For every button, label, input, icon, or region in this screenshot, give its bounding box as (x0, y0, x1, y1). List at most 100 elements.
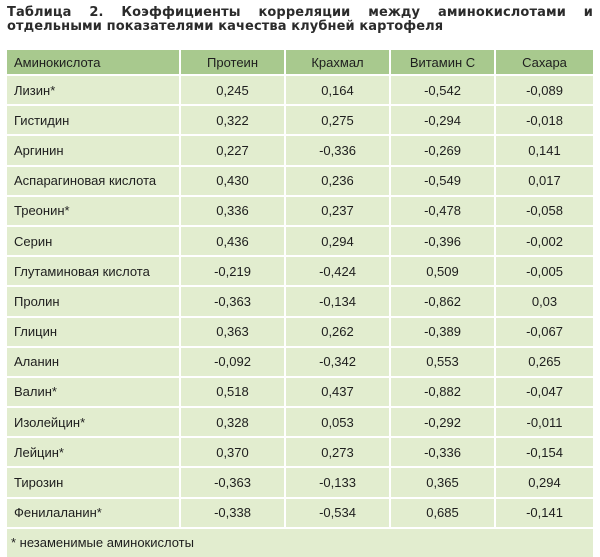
amino-acid-name-cell: Гистидин (7, 105, 181, 137)
starch-value-cell: 0,237 (285, 195, 391, 227)
starch-value-cell: 0,275 (285, 105, 391, 137)
protein-value-cell: -0,092 (180, 346, 286, 378)
document: Таблица 2. Коэффициенты корреляции между… (7, 5, 593, 557)
vitamin-c-value-cell: -0,549 (390, 165, 496, 197)
table-row: Валин* 0,518 0,437 -0,882 -0,047 (7, 376, 593, 409)
table-row: Гистидин 0,322 0,275 -0,294 -0,018 (7, 105, 593, 137)
amino-acid-name-cell: Пролин (7, 286, 181, 318)
amino-acid-name-cell: Аргинин (7, 135, 181, 167)
protein-value-cell: 0,436 (180, 225, 286, 258)
sugars-value-cell: -0,047 (495, 376, 593, 409)
column-header-amino-acid: Аминокислота (7, 50, 181, 76)
sugars-value-cell: -0,011 (495, 407, 593, 439)
table-row: Аланин -0,092 -0,342 0,553 0,265 (7, 346, 593, 378)
amino-acid-name-cell: Тирозин (7, 467, 181, 499)
amino-acid-name-cell: Валин* (7, 376, 181, 409)
vitamin-c-value-cell: 0,509 (390, 256, 496, 288)
protein-value-cell: 0,363 (180, 316, 286, 348)
protein-value-cell: -0,338 (180, 497, 286, 529)
table-row: Изолейцин* 0,328 0,053 -0,292 -0,011 (7, 407, 593, 439)
sugars-value-cell: -0,058 (495, 195, 593, 227)
amino-acid-name-cell: Аспарагиновая кислота (7, 165, 181, 197)
starch-value-cell: 0,273 (285, 437, 391, 469)
starch-value-cell: 0,437 (285, 376, 391, 409)
vitamin-c-value-cell: 0,553 (390, 346, 496, 378)
starch-value-cell: -0,336 (285, 135, 391, 167)
table-caption: Таблица 2. Коэффициенты корреляции между… (7, 5, 593, 34)
sugars-value-cell: -0,141 (495, 497, 593, 529)
column-header-protein: Протеин (180, 50, 286, 76)
amino-acid-name-cell: Лизин* (7, 75, 181, 107)
sugars-value-cell: -0,005 (495, 256, 593, 288)
table-row: Фенилаланин* -0,338 -0,534 0,685 -0,141 (7, 497, 593, 529)
table-footnote: * незаменимые аминокислоты (7, 528, 593, 557)
protein-value-cell: 0,322 (180, 105, 286, 137)
sugars-value-cell: 0,141 (495, 135, 593, 167)
protein-value-cell: -0,363 (180, 467, 286, 499)
vitamin-c-value-cell: -0,882 (390, 376, 496, 409)
table-row: Серин 0,436 0,294 -0,396 -0,002 (7, 225, 593, 258)
protein-value-cell: 0,336 (180, 195, 286, 227)
sugars-value-cell: 0,265 (495, 346, 593, 378)
starch-value-cell: -0,134 (285, 286, 391, 318)
starch-value-cell: 0,294 (285, 225, 391, 258)
starch-value-cell: -0,424 (285, 256, 391, 288)
table-row: Тирозин -0,363 -0,133 0,365 0,294 (7, 467, 593, 499)
starch-value-cell: -0,133 (285, 467, 391, 499)
protein-value-cell: 0,328 (180, 407, 286, 439)
sugars-value-cell: -0,067 (495, 316, 593, 348)
vitamin-c-value-cell: -0,336 (390, 437, 496, 469)
amino-acid-name-cell: Фенилаланин* (7, 497, 181, 529)
table-row: Глицин 0,363 0,262 -0,389 -0,067 (7, 316, 593, 348)
amino-acid-name-cell: Аланин (7, 346, 181, 378)
amino-acid-name-cell: Глутаминовая кислота (7, 256, 181, 288)
vitamin-c-value-cell: -0,294 (390, 105, 496, 137)
column-header-sugars: Сахара (495, 50, 593, 76)
table-row: Лейцин* 0,370 0,273 -0,336 -0,154 (7, 437, 593, 469)
sugars-value-cell: -0,089 (495, 75, 593, 107)
sugars-value-cell: -0,154 (495, 437, 593, 469)
column-header-vitamin-c: Витамин С (390, 50, 496, 76)
protein-value-cell: -0,219 (180, 256, 286, 288)
protein-value-cell: 0,518 (180, 376, 286, 409)
table-header-row: Аминокислота Протеин Крахмал Витамин С С… (7, 50, 593, 76)
starch-value-cell: -0,342 (285, 346, 391, 378)
table-row: Аспарагиновая кислота 0,430 0,236 -0,549 0,0… (7, 165, 593, 197)
sugars-value-cell: 0,03 (495, 286, 593, 318)
vitamin-c-value-cell: -0,269 (390, 135, 496, 167)
starch-value-cell: 0,164 (285, 75, 391, 107)
protein-value-cell: -0,363 (180, 286, 286, 318)
protein-value-cell: 0,227 (180, 135, 286, 167)
amino-acid-name-cell: Серин (7, 225, 181, 258)
vitamin-c-value-cell: -0,862 (390, 286, 496, 318)
amino-acid-name-cell: Лейцин* (7, 437, 181, 469)
starch-value-cell: 0,236 (285, 165, 391, 197)
starch-value-cell: -0,534 (285, 497, 391, 529)
table-row: Пролин -0,363 -0,134 -0,862 0,03 (7, 286, 593, 318)
column-header-starch: Крахмал (285, 50, 391, 76)
vitamin-c-value-cell: -0,389 (390, 316, 496, 348)
amino-acid-name-cell: Треонин* (7, 195, 181, 227)
sugars-value-cell: -0,002 (495, 225, 593, 258)
vitamin-c-value-cell: -0,542 (390, 75, 496, 107)
table-row: Треонин* 0,336 0,237 -0,478 -0,058 (7, 195, 593, 227)
protein-value-cell: 0,430 (180, 165, 286, 197)
vitamin-c-value-cell: -0,478 (390, 195, 496, 227)
vitamin-c-value-cell: -0,396 (390, 225, 496, 258)
table-row: Аргинин 0,227 -0,336 -0,269 0,141 (7, 135, 593, 167)
sugars-value-cell: 0,294 (495, 467, 593, 499)
table-body: Лизин* 0,245 0,164 -0,542 -0,089 Гистидин 0,32… (7, 75, 593, 529)
starch-value-cell: 0,053 (285, 407, 391, 439)
starch-value-cell: 0,262 (285, 316, 391, 348)
vitamin-c-value-cell: 0,365 (390, 467, 496, 499)
vitamin-c-value-cell: -0,292 (390, 407, 496, 439)
amino-acid-name-cell: Глицин (7, 316, 181, 348)
sugars-value-cell: 0,017 (495, 165, 593, 197)
table-row: Глутаминовая кислота -0,219 -0,424 0,509 -0,… (7, 256, 593, 288)
protein-value-cell: 0,245 (180, 75, 286, 107)
amino-acid-name-cell: Изолейцин* (7, 407, 181, 439)
table-row: Лизин* 0,245 0,164 -0,542 -0,089 (7, 75, 593, 107)
correlation-table: Аминокислота Протеин Крахмал Витамин С С… (7, 50, 593, 529)
sugars-value-cell: -0,018 (495, 105, 593, 137)
protein-value-cell: 0,370 (180, 437, 286, 469)
